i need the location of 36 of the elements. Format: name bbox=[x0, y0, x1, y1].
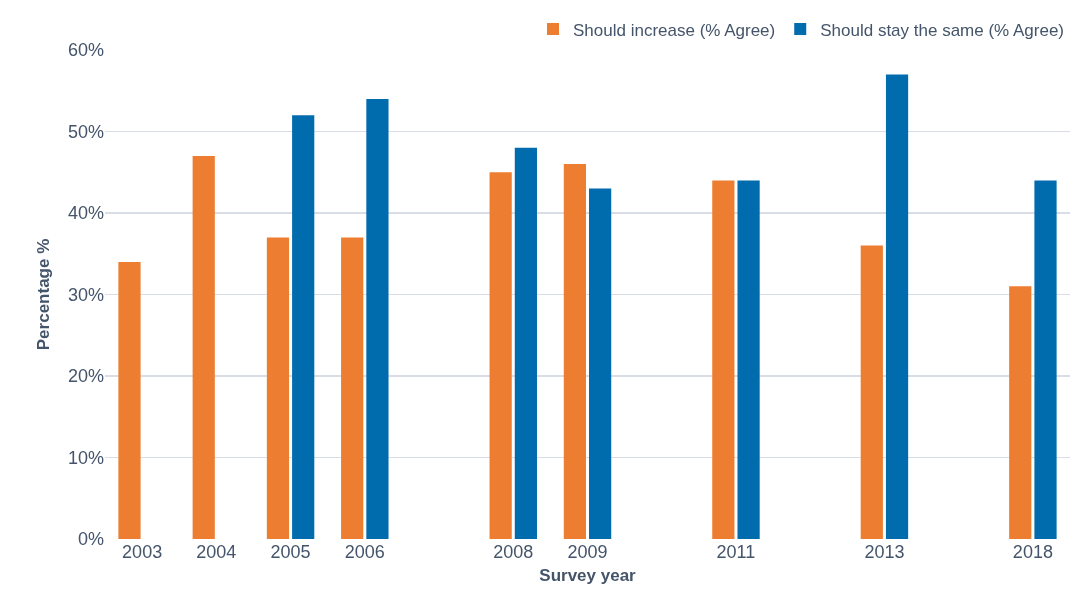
x-tick-label: 2003 bbox=[122, 542, 163, 562]
legend-label: Should stay the same (% Agree) bbox=[820, 20, 1065, 40]
y-tick-label: 50% bbox=[67, 121, 104, 142]
bar bbox=[860, 245, 883, 539]
y-tick-label: 20% bbox=[67, 366, 104, 387]
bar bbox=[292, 115, 315, 539]
x-tick-label: 2006 bbox=[344, 542, 385, 562]
x-tick-label: 2009 bbox=[567, 542, 608, 562]
x-tick-label: 2013 bbox=[864, 542, 905, 562]
bar bbox=[489, 172, 512, 539]
y-axis-title: Percentage % bbox=[33, 238, 53, 351]
x-tick-label: 2011 bbox=[716, 542, 756, 562]
y-tick-label: 10% bbox=[67, 447, 104, 468]
bar bbox=[563, 164, 586, 539]
legend-label: Should increase (% Agree) bbox=[573, 20, 776, 40]
bar bbox=[266, 237, 290, 539]
y-tick-label: 60% bbox=[67, 40, 104, 61]
bar bbox=[366, 98, 389, 539]
bar bbox=[712, 180, 735, 539]
x-axis-title: Survey year bbox=[539, 566, 637, 586]
bar bbox=[737, 180, 760, 539]
bar bbox=[341, 237, 364, 539]
bar bbox=[118, 261, 141, 539]
bar bbox=[885, 74, 909, 539]
y-tick-label: 30% bbox=[67, 284, 104, 305]
bar bbox=[514, 147, 537, 539]
y-tick-label: 40% bbox=[67, 203, 104, 224]
x-tick-label: 2005 bbox=[270, 542, 311, 562]
bar bbox=[1009, 286, 1032, 539]
bar bbox=[192, 155, 215, 539]
bar bbox=[589, 188, 612, 539]
x-tick-label: 2018 bbox=[1012, 542, 1053, 562]
y-tick-label: 0% bbox=[77, 529, 104, 550]
bar bbox=[1034, 180, 1057, 539]
x-tick-label: 2008 bbox=[493, 542, 534, 562]
x-tick-label: 2004 bbox=[196, 542, 237, 562]
